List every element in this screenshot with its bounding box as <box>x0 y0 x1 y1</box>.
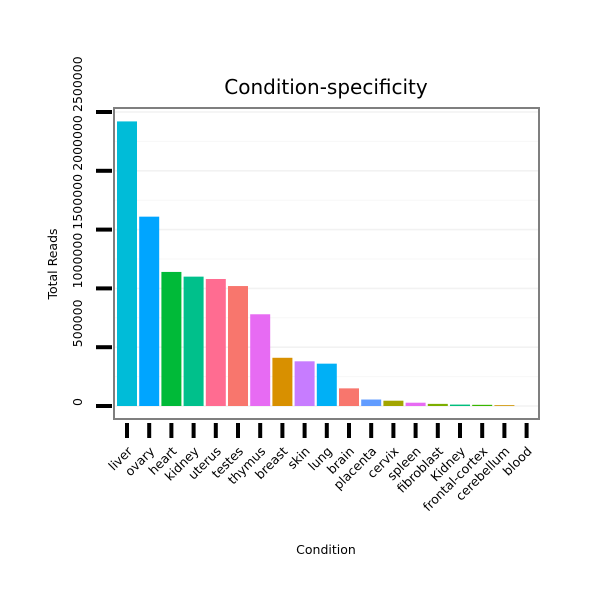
bar-lung <box>316 363 337 406</box>
y-tick-label: 0 <box>70 398 85 406</box>
bar-skin <box>294 361 315 406</box>
y-tick-label: 500000 <box>70 299 85 347</box>
bar-spleen <box>405 402 426 406</box>
y-tick-label: 2000000 <box>70 115 85 171</box>
x-axis: liverovaryheartkidneyuterustestesthymusb… <box>105 423 535 514</box>
bar-kidney <box>450 404 470 406</box>
chart-title: Condition-specificity <box>224 75 428 99</box>
bar-breast <box>272 357 293 406</box>
bar-ovary <box>139 216 160 406</box>
bar-heart <box>161 271 182 406</box>
y-tick-label: 2500000 <box>70 56 85 112</box>
bar-cerebellum <box>494 405 515 406</box>
bar-brain <box>339 388 359 406</box>
bars <box>117 121 515 407</box>
x-axis-title: Condition <box>296 542 356 557</box>
bar-placenta <box>361 399 382 406</box>
bar-uterus <box>205 278 226 406</box>
bar-frontal-cortex <box>472 404 493 406</box>
y-axis-title: Total Reads <box>45 228 60 300</box>
y-tick-label: 1000000 <box>70 233 85 289</box>
x-tick-label: skin <box>284 444 312 472</box>
bar-cervix <box>383 400 404 406</box>
y-tick-label: 1500000 <box>70 174 85 230</box>
bar-liver <box>117 121 137 407</box>
bar-thymus <box>250 314 271 406</box>
bar-testes <box>228 286 248 406</box>
bar-fibroblast <box>427 403 448 406</box>
bar-kidney <box>183 276 204 406</box>
plot-panel-border <box>113 107 540 420</box>
y-axis: 0 500000 1000000 1500000 2000000 2500000 <box>70 56 112 408</box>
